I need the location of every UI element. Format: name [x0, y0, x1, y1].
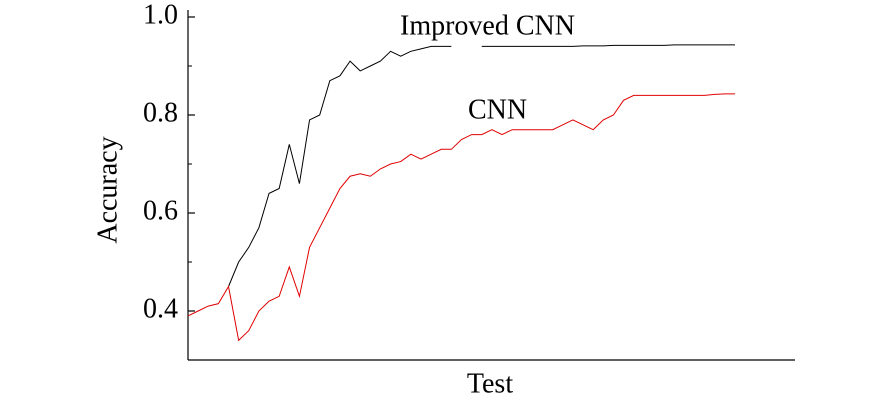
x-axis-title: Test: [467, 368, 513, 399]
y-axis-title: Accuracy: [92, 136, 123, 243]
y-tick-label: 0.4: [143, 293, 178, 324]
series-label: Improved CNN: [400, 10, 575, 41]
series-label: CNN: [468, 94, 527, 125]
y-tick-label: 0.8: [143, 97, 178, 128]
y-tick-label: 0.6: [143, 195, 178, 226]
y-tick-label: 1.0: [143, 0, 178, 30]
series-line: [228, 44, 735, 287]
series-line: [187, 93, 735, 342]
